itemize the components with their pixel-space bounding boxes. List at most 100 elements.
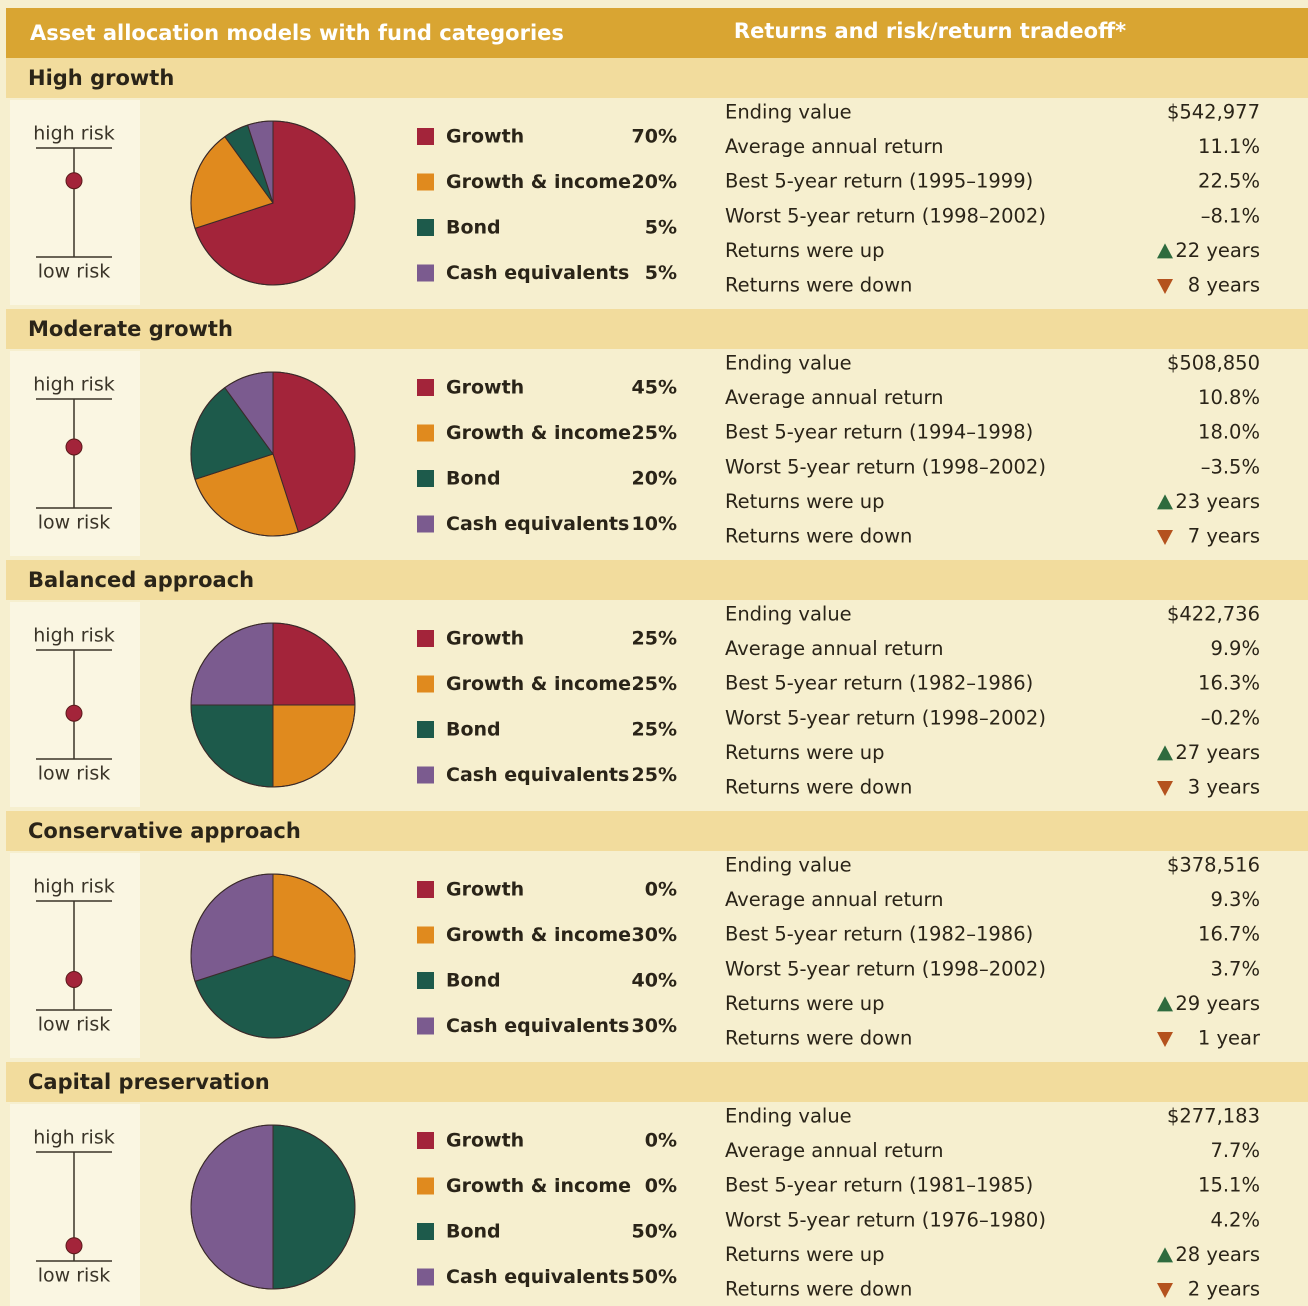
return-label: Ending value (725, 603, 852, 626)
section-band (6, 309, 1308, 349)
return-label: Best 5-year return (1981–1985) (725, 1174, 1033, 1197)
section-title: Conservative approach (28, 819, 301, 843)
down-arrow (1157, 279, 1173, 294)
section-band (6, 560, 1308, 600)
risk-high-label: high risk (33, 876, 114, 898)
return-value: 1 year (1198, 1027, 1261, 1050)
up-arrow (1157, 243, 1173, 259)
return-value: 8 years (1188, 274, 1260, 297)
legend-swatch (417, 1223, 434, 1240)
legend-swatch (417, 424, 434, 442)
return-value: 9.3% (1210, 888, 1260, 911)
risk-panel (10, 602, 140, 807)
risk-dot (65, 704, 83, 722)
legend-value: 5% (645, 217, 677, 239)
return-label: Returns were down (725, 274, 912, 297)
legend-label: Growth & income (446, 422, 631, 444)
return-value: 2 years (1188, 1278, 1260, 1301)
legend-label: Growth (446, 126, 524, 148)
legend-value: 25% (632, 764, 677, 786)
section-title: Capital preservation (28, 1070, 270, 1094)
legend-label: Growth (446, 628, 524, 650)
return-value: 11.1% (1198, 135, 1260, 158)
pie-outline (190, 371, 356, 537)
risk-panel (10, 853, 140, 1058)
legend-label: Growth & income (446, 673, 631, 695)
legend-value: 0% (645, 1175, 677, 1197)
legend-value: 25% (632, 628, 677, 650)
return-label: Ending value (725, 1105, 852, 1128)
down-arrow (1157, 530, 1173, 545)
risk-low-label: low risk (38, 261, 110, 283)
legend-swatch (417, 721, 434, 738)
legend-label: Growth & income (446, 924, 631, 946)
risk-dot (65, 970, 83, 988)
risk-high-label: high risk (33, 625, 114, 647)
legend-value: 50% (632, 1221, 677, 1243)
return-value: 7 years (1188, 525, 1260, 548)
section-title: Balanced approach (28, 568, 254, 592)
up-arrow (1157, 1247, 1173, 1263)
return-value: –8.1% (1201, 204, 1260, 227)
legend-swatch (417, 1132, 434, 1149)
legend-label: Growth & income (446, 1175, 631, 1197)
section-title: High growth (28, 66, 174, 90)
legend-value: 45% (632, 377, 677, 399)
return-label: Returns were up (725, 992, 885, 1015)
return-value: –0.2% (1201, 706, 1260, 729)
legend-swatch (417, 881, 434, 898)
return-label: Returns were down (725, 525, 912, 548)
return-value: 28 years (1175, 1243, 1260, 1266)
legend-swatch (417, 264, 434, 282)
up-arrow (1157, 494, 1173, 510)
legend-value: 25% (632, 673, 677, 695)
return-value: $508,850 (1167, 352, 1260, 375)
section-title: Moderate growth (28, 317, 233, 341)
legend-swatch (417, 675, 434, 693)
legend-swatch (417, 128, 434, 145)
return-label: Worst 5-year return (1998–2002) (725, 455, 1046, 478)
return-value: 22 years (1175, 239, 1260, 262)
return-value: $422,736 (1167, 603, 1260, 626)
legend-label: Cash equivalents (446, 262, 629, 284)
legend-swatch (417, 972, 434, 989)
header-right: Returns and risk/return tradeoff* (734, 19, 1126, 43)
legend-value: 40% (632, 970, 677, 992)
legend-swatch (417, 1177, 434, 1195)
risk-panel (10, 1104, 140, 1306)
return-label: Average annual return (725, 135, 944, 158)
legend-value: 10% (632, 513, 677, 535)
return-label: Average annual return (725, 1139, 944, 1162)
return-value: –3.5% (1201, 455, 1260, 478)
return-label: Average annual return (725, 888, 944, 911)
return-value: 7.7% (1210, 1139, 1260, 1162)
legend-value: 20% (632, 468, 677, 490)
return-value: 22.5% (1198, 170, 1260, 193)
risk-high-label: high risk (33, 374, 114, 396)
legend-value: 5% (645, 262, 677, 284)
legend-swatch (417, 219, 434, 236)
return-value: 15.1% (1198, 1174, 1260, 1197)
return-value: 16.7% (1198, 923, 1260, 946)
risk-high-label: high risk (33, 1127, 114, 1149)
risk-dot (65, 1237, 83, 1255)
return-value: 23 years (1175, 490, 1260, 513)
legend-value: 20% (632, 171, 677, 193)
return-value: 18.0% (1198, 421, 1260, 444)
legend-value: 30% (632, 1015, 677, 1037)
return-label: Returns were down (725, 776, 912, 799)
return-value: 27 years (1175, 741, 1260, 764)
return-label: Worst 5-year return (1998–2002) (725, 957, 1046, 980)
legend-label: Cash equivalents (446, 1266, 629, 1288)
legend-label: Growth (446, 377, 524, 399)
legend-label: Cash equivalents (446, 513, 629, 535)
risk-low-label: low risk (38, 763, 110, 785)
section-band (6, 1062, 1308, 1102)
return-label: Ending value (725, 854, 852, 877)
legend-swatch (417, 926, 434, 944)
legend-value: 70% (632, 126, 677, 148)
header-bar (6, 8, 1308, 58)
section-band (6, 811, 1308, 851)
